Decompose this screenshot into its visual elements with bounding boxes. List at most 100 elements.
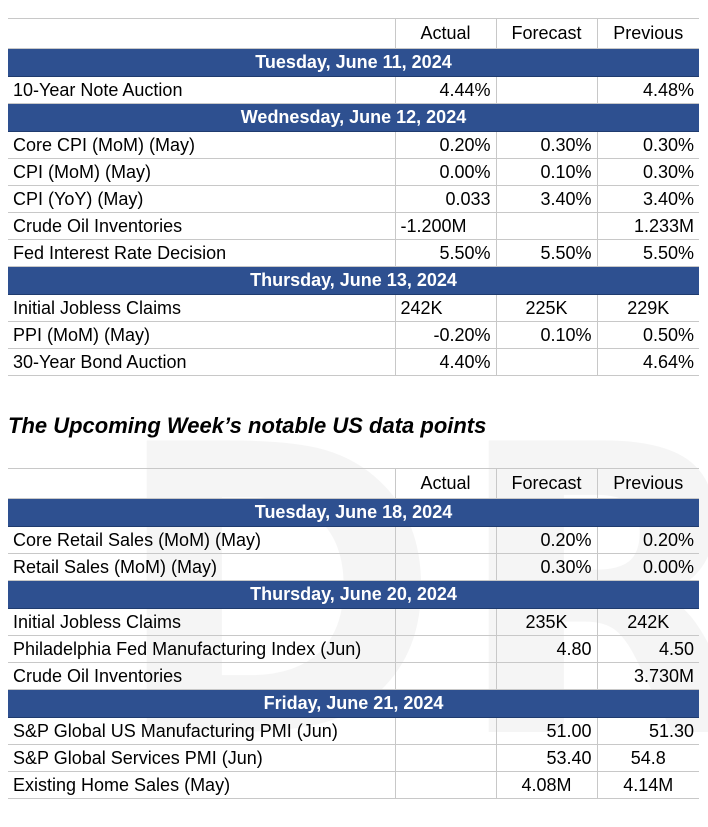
- section-date: Thursday, June 13, 2024: [8, 266, 699, 295]
- actual-cell: [394, 635, 496, 663]
- section-header-row: Thursday, June 13, 2024: [8, 266, 699, 295]
- forecast-cell: [495, 76, 597, 104]
- previous-cell: 4.48%: [596, 76, 699, 104]
- event-column-header: [8, 18, 395, 49]
- event-cell: Core Retail Sales (MoM) (May): [8, 526, 395, 554]
- actual-cell: [394, 717, 496, 745]
- table-row: Core Retail Sales (MoM) (May) 0.20% 0.20…: [8, 526, 699, 554]
- event-cell: PPI (MoM) (May): [8, 321, 395, 349]
- event-cell: S&P Global US Manufacturing PMI (Jun): [8, 717, 395, 745]
- forecast-cell: 235K: [495, 608, 597, 636]
- event-cell: Initial Jobless Claims: [8, 608, 395, 636]
- actual-cell: 5.50%: [394, 239, 496, 267]
- previous-cell: 4.14M: [596, 771, 699, 799]
- forecast-cell: 3.40%: [495, 185, 597, 213]
- forecast-cell: [495, 212, 597, 240]
- table-row: Fed Interest Rate Decision 5.50% 5.50% 5…: [8, 239, 699, 267]
- event-cell: CPI (MoM) (May): [8, 158, 395, 186]
- table-row: Retail Sales (MoM) (May) 0.30% 0.00%: [8, 553, 699, 581]
- previous-cell: 1.233M: [596, 212, 699, 240]
- table-row: Core CPI (MoM) (May) 0.20% 0.30% 0.30%: [8, 131, 699, 159]
- table-row: CPI (YoY) (May) 0.033 3.40% 3.40%: [8, 185, 699, 213]
- event-cell: Fed Interest Rate Decision: [8, 239, 395, 267]
- event-cell: S&P Global Services PMI (Jun): [8, 744, 395, 772]
- actual-cell: [394, 526, 496, 554]
- table-row: 10-Year Note Auction 4.44% 4.48%: [8, 76, 699, 104]
- previous-cell: 3.40%: [596, 185, 699, 213]
- actual-cell: 0.033: [394, 185, 496, 213]
- previous-column-header: Previous: [596, 18, 699, 49]
- forecast-cell: 0.10%: [495, 321, 597, 349]
- forecast-cell: 0.10%: [495, 158, 597, 186]
- section-date: Tuesday, June 18, 2024: [8, 498, 699, 527]
- previous-cell: 0.50%: [596, 321, 699, 349]
- section-header-row: Friday, June 21, 2024: [8, 689, 699, 718]
- previous-cell: 0.00%: [596, 553, 699, 581]
- previous-cell: 242K: [596, 608, 699, 636]
- actual-cell: [394, 553, 496, 581]
- previous-cell: 3.730M: [596, 662, 699, 690]
- previous-cell: 0.30%: [596, 131, 699, 159]
- table-row: PPI (MoM) (May) -0.20% 0.10% 0.50%: [8, 321, 699, 349]
- actual-column-header: Actual: [394, 468, 496, 499]
- actual-cell: 0.00%: [394, 158, 496, 186]
- previous-cell: 0.20%: [596, 526, 699, 554]
- forecast-cell: 225K: [495, 294, 597, 322]
- forecast-column-header: Forecast: [495, 18, 597, 49]
- table-row: Initial Jobless Claims 242K 225K 229K: [8, 294, 699, 322]
- table-row: 30-Year Bond Auction 4.40% 4.64%: [8, 348, 699, 376]
- forecast-cell: 5.50%: [495, 239, 597, 267]
- section-header-row: Thursday, June 20, 2024: [8, 580, 699, 609]
- past-week-table: Actual Forecast Previous Tuesday, June 1…: [8, 18, 699, 376]
- section-header-row: Wednesday, June 12, 2024: [8, 103, 699, 132]
- previous-cell: 5.50%: [596, 239, 699, 267]
- actual-cell: [394, 608, 496, 636]
- forecast-cell: [495, 348, 597, 376]
- section-header-row: Tuesday, June 11, 2024: [8, 48, 699, 77]
- previous-cell: 229K: [596, 294, 699, 322]
- table-row: S&P Global Services PMI (Jun) 53.40 54.8: [8, 744, 699, 772]
- actual-cell: [394, 771, 496, 799]
- event-cell: Retail Sales (MoM) (May): [8, 553, 395, 581]
- forecast-cell: 4.08M: [495, 771, 597, 799]
- forecast-cell: [495, 662, 597, 690]
- table-row: Initial Jobless Claims 235K 242K: [8, 608, 699, 636]
- section-header-row: Tuesday, June 18, 2024: [8, 498, 699, 527]
- previous-cell: 54.8: [596, 744, 699, 772]
- forecast-cell: 53.40: [495, 744, 597, 772]
- table-row: S&P Global US Manufacturing PMI (Jun) 51…: [8, 717, 699, 745]
- section-date: Wednesday, June 12, 2024: [8, 103, 699, 132]
- event-cell: Philadelphia Fed Manufacturing Index (Ju…: [8, 635, 395, 663]
- forecast-cell: 0.30%: [495, 553, 597, 581]
- event-cell: Existing Home Sales (May): [8, 771, 395, 799]
- table-row: CPI (MoM) (May) 0.00% 0.10% 0.30%: [8, 158, 699, 186]
- upcoming-week-table: Actual Forecast Previous Tuesday, June 1…: [8, 468, 699, 799]
- table-row: Crude Oil Inventories 3.730M: [8, 662, 699, 690]
- table-row: Existing Home Sales (May) 4.08M 4.14M: [8, 771, 699, 799]
- table-row: Crude Oil Inventories -1.200M 1.233M: [8, 212, 699, 240]
- forecast-cell: 51.00: [495, 717, 597, 745]
- actual-cell: [394, 662, 496, 690]
- table-row: Philadelphia Fed Manufacturing Index (Ju…: [8, 635, 699, 663]
- actual-cell: [394, 744, 496, 772]
- previous-cell: 51.30: [596, 717, 699, 745]
- previous-cell: 0.30%: [596, 158, 699, 186]
- event-cell: Core CPI (MoM) (May): [8, 131, 395, 159]
- section-date: Tuesday, June 11, 2024: [8, 48, 699, 77]
- event-cell: 30-Year Bond Auction: [8, 348, 395, 376]
- event-cell: Crude Oil Inventories: [8, 662, 395, 690]
- section-date: Friday, June 21, 2024: [8, 689, 699, 718]
- actual-cell: -0.20%: [394, 321, 496, 349]
- forecast-cell: 4.80: [495, 635, 597, 663]
- forecast-cell: 0.20%: [495, 526, 597, 554]
- column-header-row: Actual Forecast Previous: [8, 468, 699, 499]
- actual-cell: -1.200M: [394, 212, 496, 240]
- upcoming-week-title: The Upcoming Week’s notable US data poin…: [8, 413, 487, 438]
- event-cell: CPI (YoY) (May): [8, 185, 395, 213]
- event-cell: 10-Year Note Auction: [8, 76, 395, 104]
- actual-column-header: Actual: [394, 18, 496, 49]
- forecast-column-header: Forecast: [495, 468, 597, 499]
- event-cell: Crude Oil Inventories: [8, 212, 395, 240]
- actual-cell: 242K: [394, 294, 496, 322]
- previous-cell: 4.50: [596, 635, 699, 663]
